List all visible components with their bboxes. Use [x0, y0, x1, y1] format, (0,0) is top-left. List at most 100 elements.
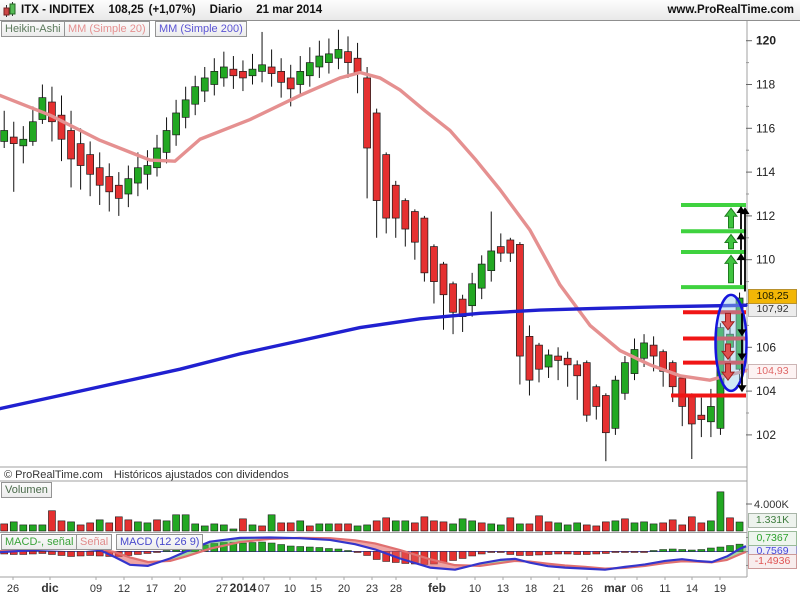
candle-body [430, 246, 438, 282]
legend-mm200-button[interactable]: MM (Simple 200) [155, 21, 247, 37]
macd-line [0, 536, 747, 571]
macd-histogram-bar [554, 551, 562, 555]
x-axis-label[interactable]: 18 [525, 583, 537, 595]
candle-body [239, 71, 247, 79]
macd-histogram-bar [678, 549, 686, 552]
x-axis-label[interactable]: 10 [284, 583, 296, 595]
candle-body [640, 342, 648, 359]
volume-bar [210, 523, 219, 532]
green-up-arrow [724, 233, 738, 250]
chart-footnote: © ProRealTime.com Históricos ajustados c… [4, 469, 289, 481]
x-axis-label[interactable]: 14 [686, 583, 698, 595]
legend-mm20-button[interactable]: MM (Simple 20) [64, 21, 150, 37]
volume-bar [48, 510, 56, 532]
candle-body [286, 77, 295, 90]
macd-histogram-bar [67, 551, 75, 557]
x-axis-label[interactable]: 21 [553, 583, 565, 595]
candle-body [220, 66, 228, 79]
candle-body [19, 138, 28, 147]
candle-body [535, 344, 543, 370]
volume-bar [334, 523, 343, 532]
macd-settings-button[interactable]: MACD (12 26 9) [116, 534, 204, 550]
x-axis-label[interactable]: 11 [659, 583, 670, 595]
title-bar: ITX - INDITEX 108,25 (+1,07%) Diario 21 … [0, 0, 800, 21]
session-date: 21 mar 2014 [256, 4, 323, 16]
x-axis-label[interactable]: 19 [714, 583, 726, 595]
volume-bar [382, 517, 391, 532]
macd-histogram-bar [239, 542, 247, 552]
macd-histogram-bar [563, 551, 572, 555]
candle-body [315, 55, 324, 68]
x-axis-label[interactable]: 06 [631, 583, 643, 595]
macd-signal-button[interactable]: Señal [76, 534, 113, 550]
volume-bar [143, 522, 152, 532]
volume-bar [344, 523, 352, 532]
x-axis-label[interactable]: 20 [174, 583, 186, 595]
x-axis-label[interactable]: 28 [390, 583, 402, 595]
macd-histogram-bar [726, 545, 734, 552]
volume-bar [305, 525, 314, 532]
x-axis-label[interactable]: feb [428, 581, 446, 595]
x-axis-label[interactable]: dic [41, 581, 59, 595]
red-down-arrow [721, 363, 735, 381]
mm200-line [0, 303, 748, 411]
candle-body [582, 362, 591, 416]
macd-histogram-bar [95, 551, 104, 557]
volume-bar [668, 519, 677, 532]
candle-body [707, 406, 715, 423]
macd-histogram-bar [659, 549, 667, 552]
volume-bar [678, 524, 687, 532]
candle-body [344, 51, 352, 63]
candle-body [449, 283, 457, 313]
volume-bar [153, 519, 161, 532]
macd-histogram-bar [372, 551, 381, 560]
macd-histogram-bar [649, 550, 658, 552]
candle-body [525, 336, 534, 381]
volume-bar [477, 522, 486, 532]
macd-histogram-bar [516, 551, 524, 556]
price-change: (+1,07%) [148, 4, 196, 16]
volume-panel-button[interactable]: Volumen [1, 482, 52, 498]
candle-body [363, 77, 371, 149]
x-axis-label[interactable]: 26 [7, 583, 19, 595]
candle-body [678, 377, 687, 407]
x-axis-label[interactable]: mar [604, 581, 626, 595]
x-axis-label[interactable]: 09 [90, 583, 102, 595]
candle-body [95, 167, 104, 186]
timeframe-label[interactable]: Diario [209, 4, 243, 16]
macd-histogram-bar [286, 545, 295, 552]
volume-value-badge: 1.331K [748, 513, 797, 528]
macd-histogram-bar [640, 551, 648, 553]
candle-body [134, 167, 142, 184]
x-axis-label[interactable]: 2014 [230, 581, 257, 595]
x-axis-label[interactable]: 12 [118, 583, 130, 595]
copyright-text: © ProRealTime.com [4, 469, 103, 481]
volume-bar [239, 518, 247, 532]
candle-body [611, 379, 620, 429]
last-price-badge: 108,25 [748, 289, 797, 304]
x-axis-label[interactable]: 26 [581, 583, 593, 595]
candle-body [124, 178, 133, 195]
x-axis-label[interactable]: 27 [216, 583, 228, 595]
macd-histogram-button[interactable]: MACD-, señal [1, 534, 78, 550]
volume-bar [172, 514, 180, 532]
candle-body [372, 112, 381, 201]
candle-body [248, 68, 257, 77]
x-axis-label[interactable]: 10 [469, 583, 481, 595]
green-up-arrow [724, 207, 738, 229]
x-axis-label[interactable]: 23 [366, 583, 378, 595]
candle-body [0, 130, 9, 142]
candle-body [630, 349, 639, 374]
volume-bar [726, 517, 734, 532]
chart-background [0, 20, 800, 600]
volume-bar [525, 523, 534, 532]
x-axis-label[interactable]: 15 [310, 583, 322, 595]
x-axis-label[interactable]: 20 [338, 583, 350, 595]
legend-candle-type-button[interactable]: Heikin-Ashi [1, 21, 65, 37]
x-axis-label[interactable]: 13 [497, 583, 509, 595]
macd-histogram-bar [124, 551, 133, 556]
x-axis-label[interactable]: 17 [146, 583, 158, 595]
volume-bar [258, 525, 266, 532]
x-axis-label[interactable]: 07 [258, 583, 270, 595]
